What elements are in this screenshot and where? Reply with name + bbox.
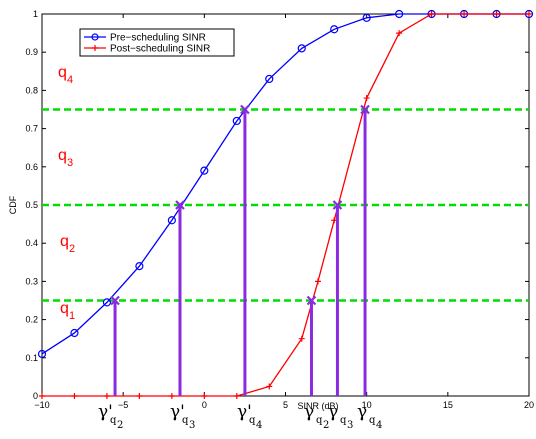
data-point-circle <box>362 13 371 22</box>
data-point-plus <box>461 11 468 17</box>
data-point-circle <box>200 166 209 175</box>
x-axis-label: SINR (dB) <box>297 401 338 411</box>
legend-box <box>79 28 235 57</box>
quantile-x-marker <box>306 295 317 306</box>
y-tick-label: 0 <box>33 391 38 401</box>
y-tick-label: 0.4 <box>25 238 38 248</box>
data-point-plus <box>493 11 500 17</box>
region-label-sub: 2 <box>69 243 75 255</box>
legend-entry-label: Pre−scheduling SINR <box>110 33 206 44</box>
region-label-sub: 1 <box>69 310 75 322</box>
gamma-label-base: γ <box>328 402 338 422</box>
legend-marker <box>92 45 98 51</box>
region-label-sub: 4 <box>67 74 73 86</box>
y-tick-label: 0.3 <box>25 276 38 286</box>
legend-entry-label: Post−scheduling SINR <box>110 44 210 55</box>
gamma-label-base: γ' <box>98 402 113 422</box>
x-tick-label: 0 <box>202 400 207 410</box>
gamma-label-subsub: 2 <box>117 420 123 431</box>
gamma-label-base: γ <box>357 402 367 422</box>
quantile-x-marker <box>175 200 185 210</box>
data-point-plus <box>363 95 370 102</box>
gamma-label-sub: q <box>369 415 376 426</box>
x-tick-label: 5 <box>283 400 288 410</box>
data-point-plus <box>396 30 403 37</box>
data-point-circle <box>232 116 241 126</box>
y-tick-label: 0.7 <box>25 124 38 134</box>
data-point-plus <box>103 393 110 399</box>
plot-area: −10 −5 0 5 10 15 20 0 0.1 0.2 0.3 0.4 0.5 0.6 0.7 0.8 0.… <box>8 9 534 431</box>
data-point-circle <box>70 328 79 338</box>
gamma-label-sub: q <box>249 415 256 426</box>
gamma-label-subsub: 4 <box>256 420 262 431</box>
data-point-circle <box>395 9 404 19</box>
data-point-plus <box>39 393 45 399</box>
gamma-label-subsub: 3 <box>347 420 353 431</box>
y-axis-label: CDF <box>8 195 18 214</box>
gamma-label-sub: q <box>110 415 117 426</box>
data-point-plus <box>526 11 532 17</box>
y-tick-label: 0.9 <box>25 47 38 57</box>
data-point-plus <box>168 393 175 399</box>
data-point-plus <box>71 393 78 399</box>
x-tick-label: 10 <box>362 400 372 410</box>
gamma-label-base: γ' <box>170 402 185 422</box>
data-point-circle <box>297 44 306 53</box>
data-point-circle <box>135 262 144 271</box>
x-tick-label: 20 <box>524 400 534 410</box>
legend-marker <box>91 33 99 41</box>
x-tick-label: −10 <box>34 400 49 410</box>
data-point-plus <box>314 278 321 285</box>
data-point-plus <box>136 393 143 399</box>
y-tick-label: 0.2 <box>25 315 38 325</box>
region-label-base: q <box>60 300 69 317</box>
gamma-label-subsub: 2 <box>323 420 329 431</box>
gamma-label-base: γ' <box>237 402 252 422</box>
gamma-label-sub: q <box>316 415 323 426</box>
y-tick-label: 0.1 <box>25 353 38 363</box>
y-tick-label: 1 <box>33 9 38 19</box>
x-tick-label: 15 <box>443 400 453 410</box>
region-label-base: q <box>58 64 67 81</box>
data-point-plus <box>266 383 273 390</box>
data-point-circle <box>330 25 339 34</box>
data-point-plus <box>428 11 435 17</box>
gamma-label-base: γ <box>304 402 314 422</box>
data-point-plus <box>201 393 208 399</box>
gamma-label-subsub: 3 <box>189 420 195 431</box>
gamma-label-sub: q <box>182 415 189 426</box>
region-label-base: q <box>58 147 67 164</box>
data-point-plus <box>233 393 240 399</box>
quantile-x-marker <box>240 104 250 115</box>
y-tick-label: 0.5 <box>25 200 38 210</box>
quantile-x-marker <box>332 200 343 210</box>
quantile-x-marker <box>110 295 120 306</box>
quantile-x-marker <box>360 104 370 115</box>
y-tick-label: 0.8 <box>25 85 38 95</box>
gamma-label-subsub: 4 <box>376 420 382 431</box>
region-label-base: q <box>60 233 69 250</box>
region-label-sub: 3 <box>67 157 73 169</box>
gamma-label-sub: q <box>340 415 347 426</box>
data-point-circle <box>102 298 112 307</box>
data-point-plus <box>298 335 305 342</box>
data-point-circle <box>265 74 274 84</box>
y-tick-label: 0.6 <box>25 162 38 172</box>
data-point-circle <box>37 349 47 359</box>
x-tick-label: −5 <box>118 400 128 410</box>
data-point-circle <box>167 216 176 225</box>
